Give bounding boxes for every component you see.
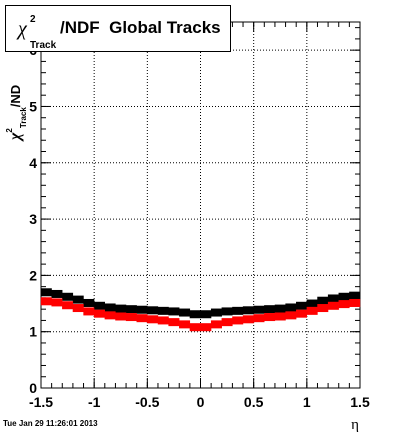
data-point bbox=[136, 314, 148, 323]
data-point bbox=[327, 294, 339, 303]
title-subscript: Track bbox=[30, 40, 57, 51]
data-point bbox=[264, 313, 276, 322]
data-point bbox=[274, 304, 286, 313]
data-point bbox=[317, 296, 329, 305]
series-1 bbox=[40, 297, 361, 332]
y-axis-label-superscript: 2 bbox=[5, 128, 14, 133]
data-point bbox=[253, 314, 265, 323]
data-point bbox=[179, 308, 191, 317]
data-point bbox=[264, 305, 276, 314]
data-point bbox=[306, 299, 318, 308]
data-point bbox=[296, 309, 308, 318]
data-point bbox=[285, 311, 297, 320]
data-point bbox=[179, 320, 191, 329]
y-tick-label: 2 bbox=[29, 267, 37, 283]
x-tick-label: 1 bbox=[303, 394, 311, 410]
series-0 bbox=[40, 288, 361, 319]
data-point bbox=[232, 316, 244, 325]
x-tick-label: 1.5 bbox=[350, 394, 370, 410]
data-point bbox=[51, 289, 63, 298]
data-series bbox=[40, 288, 361, 332]
data-point bbox=[189, 323, 201, 332]
svg-text:χ2Track/ND: χ2 Track/ND bbox=[5, 85, 28, 142]
data-point bbox=[115, 312, 127, 321]
data-point bbox=[296, 301, 308, 310]
title-symbol: χ bbox=[18, 18, 27, 40]
data-point bbox=[104, 303, 116, 312]
data-point bbox=[338, 292, 350, 301]
data-point bbox=[72, 295, 84, 304]
x-tick-label: 0 bbox=[197, 394, 205, 410]
x-tick-label: -1 bbox=[88, 394, 101, 410]
data-point bbox=[168, 307, 180, 316]
data-point bbox=[93, 309, 105, 318]
data-point bbox=[242, 306, 254, 315]
data-point bbox=[62, 292, 74, 301]
data-point bbox=[83, 307, 95, 316]
data-point bbox=[125, 313, 137, 322]
data-point bbox=[40, 297, 52, 306]
data-point bbox=[189, 310, 201, 319]
data-point bbox=[62, 301, 74, 310]
y-tick-label: 1 bbox=[29, 324, 37, 340]
data-point bbox=[200, 323, 212, 332]
timestamp: Tue Jan 29 11:26:01 2013 bbox=[3, 419, 98, 428]
data-point bbox=[242, 315, 254, 324]
title-text: /NDF Global Tracks bbox=[60, 18, 221, 37]
y-tick-label: 4 bbox=[29, 155, 37, 171]
data-point bbox=[40, 288, 52, 297]
data-point bbox=[147, 315, 159, 324]
data-point bbox=[349, 298, 361, 307]
x-axis-label: η bbox=[351, 417, 359, 433]
data-point bbox=[317, 304, 329, 313]
data-point bbox=[104, 311, 116, 320]
x-tick-label: 0.5 bbox=[244, 394, 264, 410]
data-point bbox=[147, 306, 159, 315]
x-tick-label: -1.5 bbox=[29, 394, 53, 410]
y-tick-label: 5 bbox=[29, 98, 37, 114]
data-point bbox=[349, 291, 361, 300]
chart-title: χ 2 Track /NDF Global Tracks bbox=[5, 5, 231, 52]
axes: -1.5-1-0.500.511.50123456 bbox=[29, 22, 370, 410]
data-point bbox=[168, 318, 180, 327]
data-point bbox=[327, 301, 339, 310]
data-point bbox=[136, 305, 148, 314]
data-point bbox=[72, 304, 84, 313]
data-point bbox=[125, 305, 137, 314]
data-point bbox=[338, 300, 350, 309]
data-point bbox=[51, 298, 63, 307]
data-point bbox=[115, 304, 127, 313]
y-axis-label-rest: /ND bbox=[8, 85, 23, 107]
data-point bbox=[253, 305, 265, 314]
data-point bbox=[83, 298, 95, 307]
y-tick-label: 3 bbox=[29, 211, 37, 227]
y-axis-label-subscript: Track bbox=[19, 107, 28, 128]
data-point bbox=[200, 310, 212, 319]
grid-lines bbox=[41, 22, 360, 388]
data-point bbox=[274, 312, 286, 321]
title-superscript: 2 bbox=[30, 14, 36, 25]
data-point bbox=[221, 318, 233, 327]
data-point bbox=[221, 307, 233, 316]
y-tick-label: 0 bbox=[29, 380, 37, 396]
data-point bbox=[93, 301, 105, 310]
data-point bbox=[210, 320, 222, 329]
data-point bbox=[306, 306, 318, 315]
data-point bbox=[210, 308, 222, 317]
data-point bbox=[157, 316, 169, 325]
y-axis-label: χ2 Track/ND bbox=[5, 85, 28, 142]
data-point bbox=[285, 303, 297, 312]
data-point bbox=[157, 306, 169, 315]
x-tick-label: -0.5 bbox=[135, 394, 159, 410]
y-axis-label-symbol: χ bbox=[7, 132, 24, 142]
data-point bbox=[232, 306, 244, 315]
